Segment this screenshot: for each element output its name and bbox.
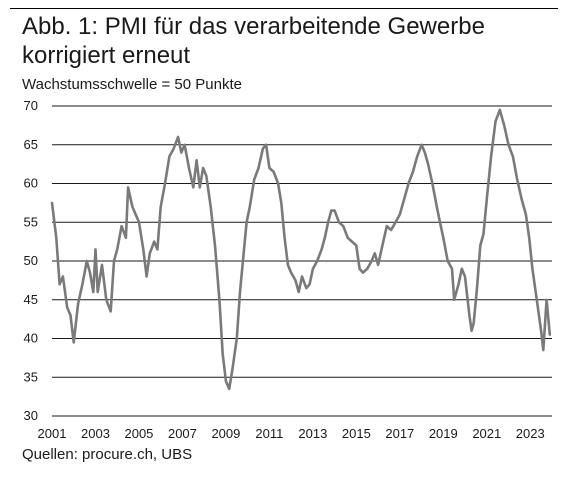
x-tick-label-2009: 2009 xyxy=(211,426,240,441)
x-tick-label-2003: 2003 xyxy=(81,426,110,441)
x-tick-label-2017: 2017 xyxy=(385,426,414,441)
x-tick-label-2005: 2005 xyxy=(124,426,153,441)
pmi-series-line xyxy=(50,108,552,391)
chart-subtitle: Wachstumsschwelle = 50 Punkte xyxy=(22,76,242,93)
y-tick-label-40: 40 xyxy=(24,331,38,346)
x-tick-label-2007: 2007 xyxy=(168,426,197,441)
top-rule xyxy=(10,8,558,9)
x-tick-label-2001: 2001 xyxy=(38,426,67,441)
y-tick-label-60: 60 xyxy=(24,176,38,191)
x-tick-label-2013: 2013 xyxy=(298,426,327,441)
y-tick-label-65: 65 xyxy=(24,137,38,152)
y-tick-label-35: 35 xyxy=(24,369,38,384)
y-tick-label-55: 55 xyxy=(24,214,38,229)
y-tick-label-30: 30 xyxy=(24,408,38,423)
y-tick-label-70: 70 xyxy=(24,98,38,113)
x-tick-label-2011: 2011 xyxy=(255,426,283,441)
chart-title: Abb. 1: PMI für das verarbeitende Gewerb… xyxy=(22,13,485,69)
x-tick-label-2019: 2019 xyxy=(429,426,458,441)
x-tick-label-2015: 2015 xyxy=(342,426,371,441)
x-tick-label-2023: 2023 xyxy=(516,426,545,441)
y-tick-label-50: 50 xyxy=(24,253,38,268)
y-tick-label-45: 45 xyxy=(24,292,38,307)
chart-source: Quellen: procure.ch, UBS xyxy=(22,446,193,463)
x-tick-label-2021: 2021 xyxy=(472,426,501,441)
